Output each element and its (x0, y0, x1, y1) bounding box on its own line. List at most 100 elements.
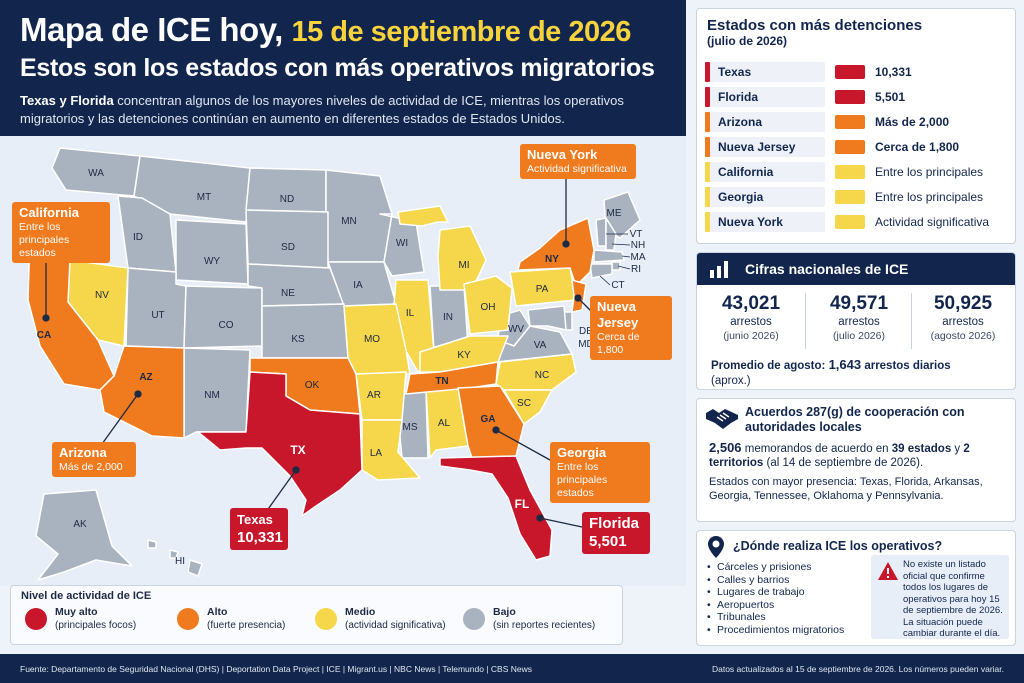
legend-item-low: Bajo (sin reportes recientes) (463, 606, 595, 632)
callout-georgia: Georgia Entre los principales estados (550, 442, 650, 503)
label-nm: NM (204, 390, 220, 401)
state-tn[interactable] (405, 361, 499, 395)
us-map-svg: WA MT ND MN ID WY SD WI MI NV UT CO NE I… (27, 147, 646, 581)
label-me: ME (607, 208, 622, 219)
footer: Fuente: Departamento de Seguridad Nacion… (0, 654, 1024, 683)
state-ak[interactable] (35, 489, 133, 581)
state-ks[interactable] (261, 303, 349, 359)
label-nc: NC (535, 370, 549, 381)
callout-texas: Texas 10,331 (230, 508, 288, 550)
top-states-title: Estados con más detenciones (707, 17, 923, 34)
state-co[interactable] (183, 285, 263, 349)
intro-text: Texas y Florida concentran algunos de lo… (20, 93, 624, 126)
us-map: WA MT ND MN ID WY SD WI MI NV UT CO NE I… (0, 136, 686, 586)
label-md: MD (578, 339, 594, 350)
state-nd[interactable] (245, 167, 327, 213)
state-id[interactable] (117, 195, 177, 273)
state-oh[interactable] (463, 275, 513, 335)
label-wa: WA (88, 168, 104, 179)
list-item: Calles y barrios (707, 574, 844, 587)
label-mo: MO (364, 334, 380, 345)
callout-newjersey: Nueva Jersey Cerca de 1,800 (590, 296, 672, 360)
label-mt: MT (197, 192, 211, 203)
national-june: 43,021 arrestos (junio 2026) (721, 293, 781, 342)
agreements-body: 2,506 memorandos de acuerdo en 39 estado… (709, 440, 970, 470)
national-august: 50,925 arrestos (agosto 2026) (930, 293, 996, 342)
state-row: Georgia Entre los principales (705, 186, 1007, 208)
state-fl[interactable] (439, 455, 553, 561)
national-figures-panel: Cifras nacionales de ICE 43,021 arrestos… (696, 252, 1016, 390)
label-hi: HI (175, 556, 185, 567)
state-ar[interactable] (355, 371, 407, 421)
callout-arizona: Arizona Más de 2,000 (52, 442, 136, 477)
state-ma[interactable] (593, 249, 625, 263)
label-nd: ND (280, 194, 294, 205)
where-title: ¿Dónde realiza ICE los operativos? (733, 539, 943, 553)
list-item: Tribunales (707, 611, 844, 624)
state-ct[interactable] (589, 263, 613, 279)
state-hi[interactable] (147, 539, 203, 577)
label-ut: UT (151, 310, 164, 321)
state-mt[interactable] (133, 155, 251, 223)
footer-updated: Datos actualizados al 15 de septiembre d… (711, 663, 1004, 674)
label-sd: SD (281, 242, 295, 253)
label-tn: TN (435, 376, 448, 387)
label-ny: NY (545, 254, 559, 265)
legend-dot-orange (177, 608, 199, 630)
state-sd[interactable] (245, 209, 329, 269)
label-ia: IA (353, 280, 363, 291)
label-ma: MA (631, 252, 646, 263)
legend-dot-yellow (315, 608, 337, 630)
state-md[interactable] (527, 305, 567, 331)
label-ca: CA (37, 330, 51, 341)
label-tx: TX (290, 443, 305, 457)
state-vt[interactable] (595, 217, 607, 247)
label-co: CO (219, 320, 234, 331)
label-ms: MS (403, 422, 418, 433)
state-wy[interactable] (175, 219, 249, 285)
state-wa[interactable] (51, 147, 141, 197)
warning-note: No existe un listado oficial que confirm… (871, 555, 1009, 639)
state-row: Nueva Jersey Cerca de 1,800 (705, 136, 1007, 158)
page-title: Mapa de ICE hoy, 15 de septiembre de 202… (20, 10, 666, 52)
label-mn: MN (341, 216, 357, 227)
state-ne[interactable] (247, 263, 345, 307)
label-wi: WI (396, 238, 408, 249)
callout-california: California Entre los principales estados (12, 202, 110, 263)
label-in: IN (443, 312, 453, 323)
state-row: Nueva York Actividad significativa (705, 211, 1007, 233)
ne-leaders (599, 233, 631, 286)
title-date: 15 de septiembre de 2026 (291, 16, 631, 48)
state-mn[interactable] (325, 169, 393, 263)
state-tx[interactable] (197, 371, 363, 517)
list-item: Aeropuertos (707, 599, 844, 612)
where-list: Cárceles y prisiones Calles y barrios Lu… (707, 561, 844, 636)
legend-title: Nivel de actividad de ICE (21, 590, 152, 602)
state-ny[interactable] (517, 217, 595, 287)
label-ak: AK (73, 519, 87, 530)
label-oh: OH (481, 302, 496, 313)
legend-dot-gray (463, 608, 485, 630)
label-vt: VT (630, 229, 643, 240)
legend-item-very-high: Muy alto (principales focos) (25, 606, 136, 632)
top-states-panel: Estados con más detenciones (julio de 20… (696, 8, 1016, 244)
label-fl: FL (515, 497, 530, 511)
label-ar: AR (367, 390, 381, 401)
label-sc: SC (517, 398, 531, 409)
label-ct: CT (611, 280, 624, 291)
state-row: California Entre los principales (705, 161, 1007, 183)
page-subtitle: Estos son los estados con más operativos… (20, 54, 655, 82)
state-az[interactable] (99, 345, 185, 439)
label-az: AZ (139, 372, 152, 383)
label-al: AL (438, 418, 451, 429)
legend: Nivel de actividad de ICE Muy alto (princ… (10, 585, 623, 645)
national-july: 49,571 arrestos (julio 2026) (829, 293, 889, 342)
label-wy: WY (204, 256, 220, 267)
label-ks: KS (291, 334, 305, 345)
state-row: Texas 10,331 (705, 61, 1007, 83)
label-il: IL (406, 308, 415, 319)
label-ne: NE (281, 288, 295, 299)
agreements-presence: Estados con mayor presencia: Texas, Flor… (709, 476, 983, 502)
label-de: DE (579, 326, 593, 337)
state-row: Florida 5,501 (705, 86, 1007, 108)
